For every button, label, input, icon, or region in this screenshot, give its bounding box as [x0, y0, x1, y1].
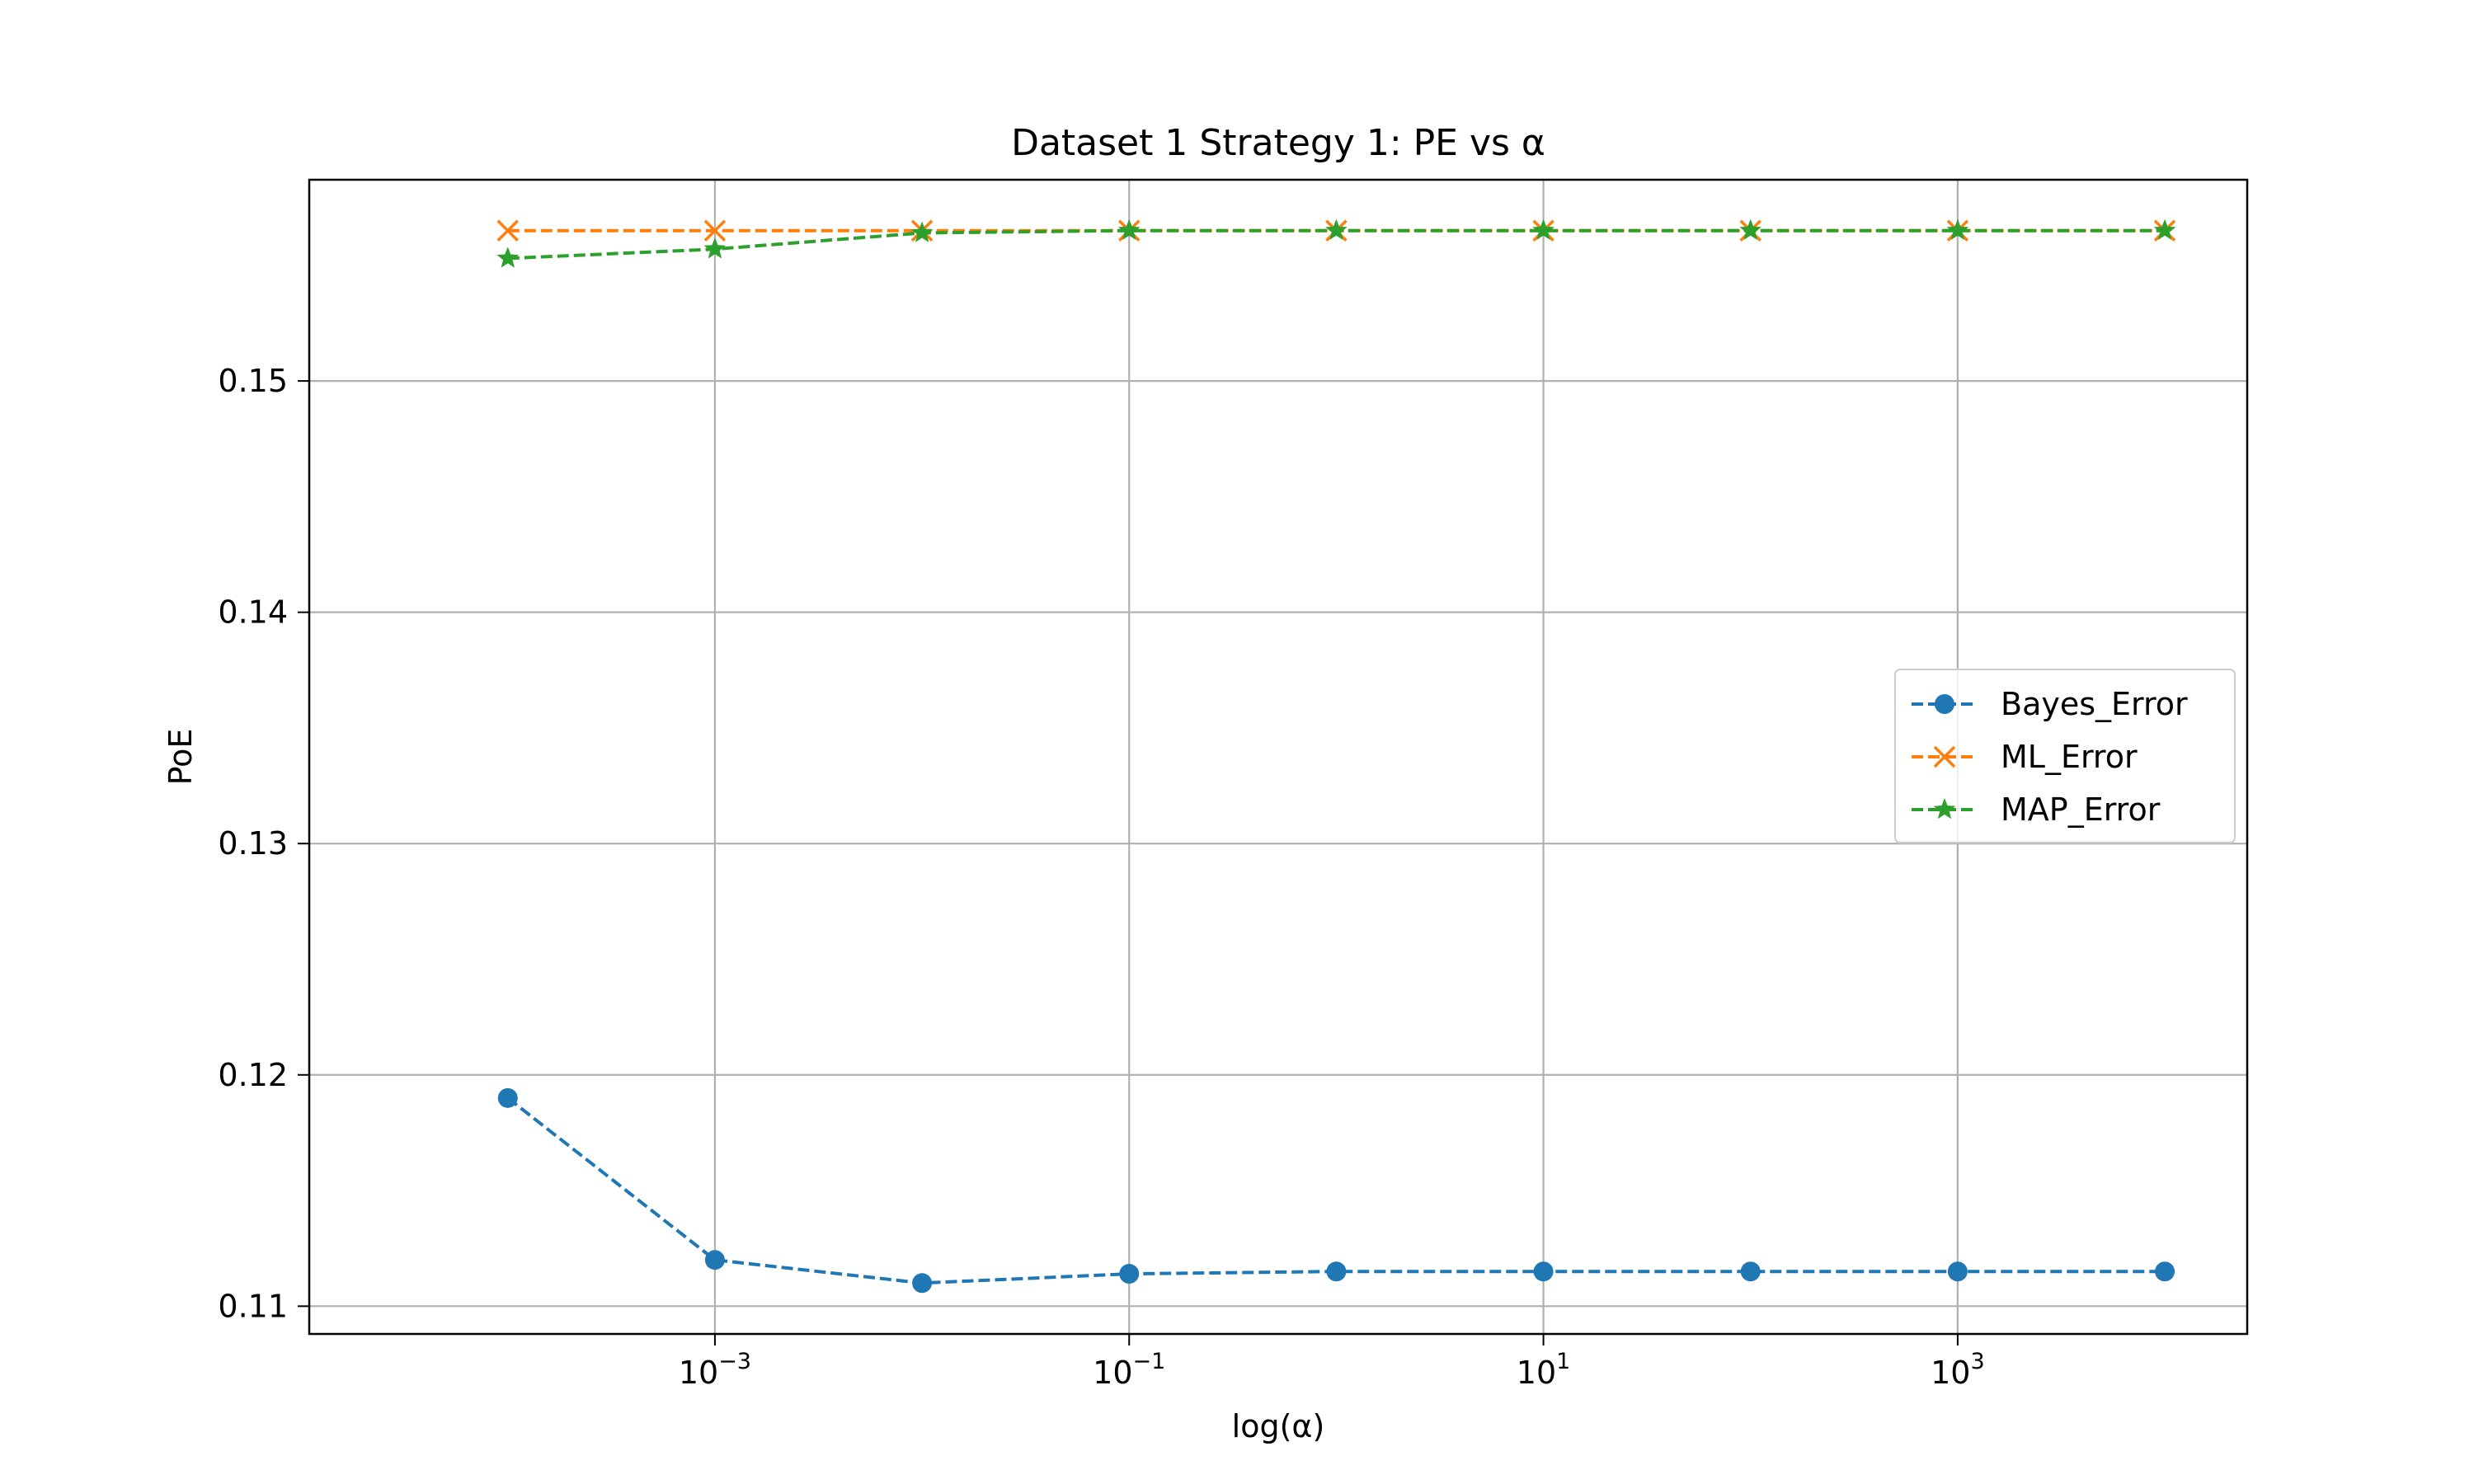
- series-MAP_Error: [496, 218, 2176, 268]
- legend-entry-MAP_Error: MAP_Error: [1912, 791, 2161, 828]
- y-tick-label: 0.13: [218, 825, 288, 862]
- data-point: [1325, 218, 1348, 240]
- legend-marker: [1933, 745, 1956, 768]
- data-point: [2153, 218, 2176, 240]
- data-point: [704, 1250, 725, 1270]
- data-point: [1532, 218, 1554, 240]
- data-point: [1739, 218, 1761, 240]
- x-tick-label: 10−1: [1093, 1349, 1165, 1391]
- y-tick-label: 0.11: [218, 1288, 288, 1324]
- series-line: [506, 1097, 2166, 1285]
- data-point: [497, 1087, 518, 1108]
- data-point: [703, 237, 727, 259]
- data-point: [1117, 218, 1141, 240]
- series-Bayes_Error: [497, 1087, 2175, 1294]
- data-point: [1533, 1261, 1554, 1282]
- data-point: [496, 219, 520, 242]
- series-layer: [496, 218, 2176, 1294]
- plot-area-frame: [308, 178, 2249, 1336]
- legend-label: MAP_Error: [2001, 791, 2161, 828]
- x-axis-label: log(α): [1232, 1408, 1325, 1444]
- chart-title: Dataset 1 Strategy 1: PE vs α: [1011, 122, 1545, 164]
- legend-marker: [1933, 798, 1956, 819]
- data-point: [1119, 1264, 1140, 1284]
- data-point: [910, 221, 934, 242]
- data-point: [496, 247, 520, 268]
- x-tick-label: 10−3: [679, 1349, 751, 1391]
- data-point: [703, 219, 727, 242]
- legend-box: [1894, 669, 2236, 843]
- data-point: [1326, 1261, 1347, 1282]
- legend: Bayes_Error ML_Error MAP_Error: [1894, 669, 2236, 843]
- data-point: [1947, 1261, 1968, 1282]
- legend-label: Bayes_Error: [2001, 686, 2188, 722]
- grid: [309, 180, 2247, 1334]
- data-point: [1740, 1261, 1761, 1282]
- data-point: [1946, 218, 1969, 240]
- data-point: [2155, 1261, 2175, 1282]
- y-tick-label: 0.14: [218, 594, 288, 631]
- x-tick-label: 101: [1517, 1349, 1571, 1391]
- axis-ticks: 10−3 10−1 101 103 0.11 0.12 0.13 0.14 0.15: [218, 363, 1984, 1391]
- legend-marker: [1935, 694, 1954, 714]
- y-tick-label: 0.15: [218, 363, 288, 399]
- legend-entry-Bayes_Error: Bayes_Error: [1912, 686, 2188, 722]
- legend-entry-ML_Error: ML_Error: [1912, 739, 2138, 775]
- y-tick-label: 0.12: [218, 1057, 288, 1093]
- legend-label: ML_Error: [2001, 739, 2138, 775]
- y-axis-label: PoE: [162, 729, 199, 786]
- data-point: [912, 1273, 933, 1294]
- x-tick-label: 103: [1931, 1349, 1985, 1391]
